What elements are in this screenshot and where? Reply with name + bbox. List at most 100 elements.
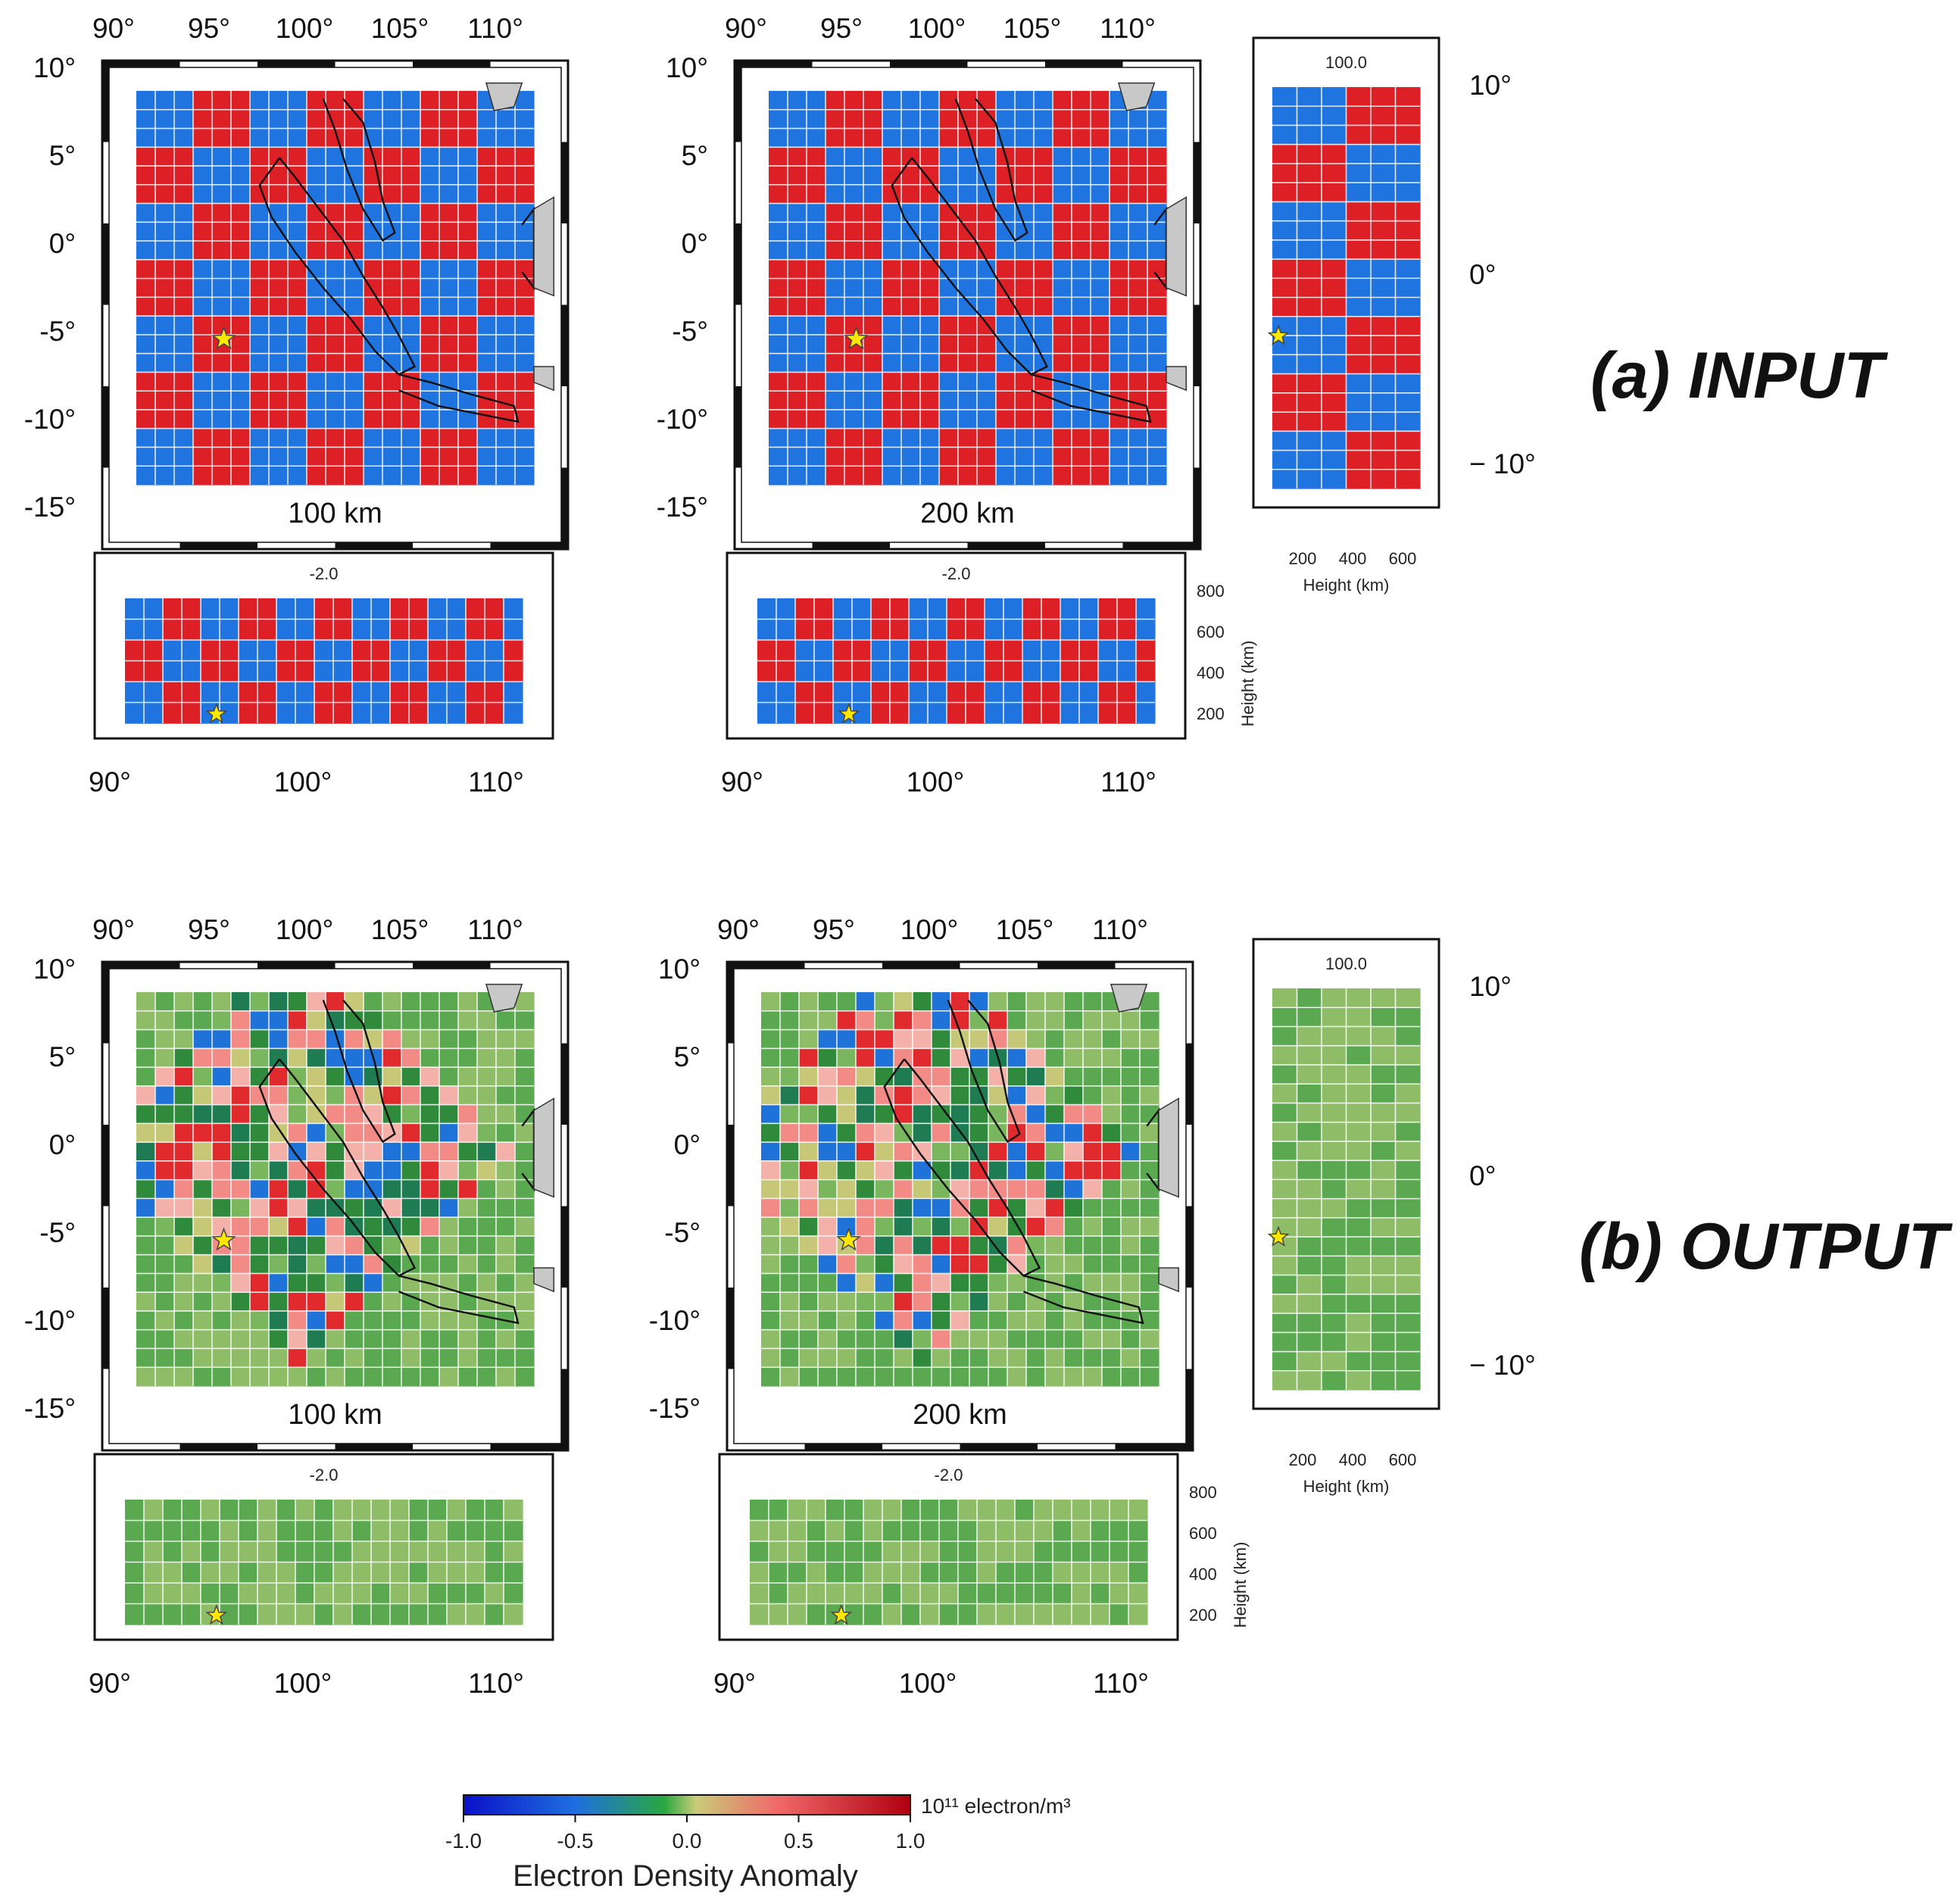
section-cell — [844, 1520, 864, 1542]
coastline-malaysia — [954, 98, 1028, 242]
section-cell — [125, 598, 145, 620]
checker-cell — [939, 91, 959, 111]
checker-cell — [136, 222, 156, 242]
checker-cell — [882, 203, 902, 223]
land-patch — [533, 196, 554, 297]
side-section-cell — [1322, 1045, 1347, 1066]
lon-tick-top: 105° — [1003, 13, 1062, 44]
section-cell — [1060, 682, 1080, 704]
recovered-cell — [458, 1367, 478, 1387]
section-cell — [485, 1562, 504, 1584]
checker-cell — [788, 466, 807, 485]
recovered-cell — [174, 1254, 194, 1275]
checker-cell — [231, 166, 251, 186]
checker-cell — [788, 184, 807, 204]
checker-cell — [977, 203, 997, 223]
recovered-cell — [799, 1179, 819, 1199]
recovered-cell — [1102, 1104, 1122, 1124]
checker-cell — [996, 297, 1016, 317]
checker-cell — [307, 241, 326, 261]
checker-cell — [844, 353, 864, 373]
colorbar-tick-label: -0.5 — [557, 1829, 593, 1853]
section-cell — [750, 1500, 769, 1522]
checker-cell — [807, 147, 826, 167]
recovered-cell — [458, 1142, 478, 1162]
checker-cell — [769, 128, 788, 148]
lat-tick: 5° — [49, 140, 76, 171]
section-cell — [125, 1583, 145, 1605]
recovered-cell — [1102, 1254, 1122, 1275]
recovered-cell — [780, 1273, 800, 1293]
section-cell — [814, 702, 834, 724]
side-height-axis-label: Height (km) — [1303, 1477, 1390, 1496]
lat-tick: -5° — [39, 316, 76, 347]
recovered-cell — [212, 1160, 232, 1181]
checker-cell — [863, 372, 883, 392]
checker-cell — [439, 203, 459, 223]
section-cell — [1053, 1520, 1072, 1542]
checker-cell — [515, 466, 535, 485]
section-cell — [371, 1562, 391, 1584]
side-section-cell — [1322, 412, 1347, 432]
checker-cell — [155, 203, 175, 223]
checker-cell — [515, 166, 535, 186]
checker-cell — [844, 203, 864, 223]
checker-cell — [364, 428, 383, 448]
section-label: -2.0 — [310, 1466, 339, 1484]
checker-cell — [458, 353, 478, 373]
checker-cell — [231, 466, 251, 485]
recovered-cell — [988, 1142, 1008, 1162]
recovered-cell — [875, 1254, 894, 1275]
checker-cell — [439, 241, 459, 261]
side-section-cell — [1297, 373, 1322, 394]
recovered-cell — [818, 1067, 838, 1087]
checker-cell — [882, 297, 902, 317]
checker-cell — [212, 278, 232, 298]
section-cell — [750, 1562, 769, 1584]
recovered-cell — [932, 1198, 951, 1218]
section-cell — [833, 640, 853, 662]
epicenter-star-icon — [844, 326, 869, 350]
recovered-cell — [477, 1217, 497, 1237]
recovered-cell — [799, 1367, 819, 1387]
checker-cell — [844, 428, 864, 448]
recovered-cell — [932, 1292, 951, 1312]
checker-cell — [1072, 447, 1091, 467]
checker-cell — [458, 372, 478, 392]
section-cell — [833, 598, 853, 620]
section-cell — [1041, 640, 1061, 662]
checker-cell — [458, 222, 478, 242]
recovered-cell — [439, 1254, 459, 1275]
recovered-cell — [856, 1179, 875, 1199]
section-cell — [1079, 682, 1099, 704]
side-section-cell — [1346, 87, 1372, 107]
recovered-cell — [1026, 1160, 1046, 1181]
section-cell — [125, 1603, 145, 1625]
recovered-cell — [326, 1273, 345, 1293]
recovered-cell — [1140, 1085, 1159, 1106]
recovered-cell — [837, 1104, 857, 1124]
recovered-cell — [477, 1010, 497, 1031]
recovered-cell — [761, 1085, 781, 1106]
checker-cell — [1053, 241, 1072, 261]
section-cell — [371, 1541, 391, 1563]
side-section-cell — [1322, 163, 1347, 183]
section-cell — [1110, 1541, 1129, 1563]
checker-cell — [231, 184, 251, 204]
recovered-cell — [496, 1123, 516, 1143]
side-section-cell — [1371, 988, 1397, 1008]
frame-bar — [561, 1043, 568, 1125]
side-section-cell — [1371, 297, 1397, 317]
recovered-cell — [856, 992, 875, 1012]
section-cell — [390, 1583, 410, 1605]
recovered-cell — [269, 1142, 289, 1162]
checker-cell — [863, 241, 883, 261]
recovered-cell — [231, 1292, 251, 1312]
recovered-cell — [837, 1085, 857, 1106]
section-cell — [1034, 1520, 1053, 1542]
checker-cell — [1053, 334, 1072, 354]
lon-tick-top: 90° — [717, 914, 760, 945]
section-cell — [352, 1583, 372, 1605]
lon-tick-bottom: 110° — [468, 1668, 524, 1699]
checker-cell — [844, 222, 864, 242]
